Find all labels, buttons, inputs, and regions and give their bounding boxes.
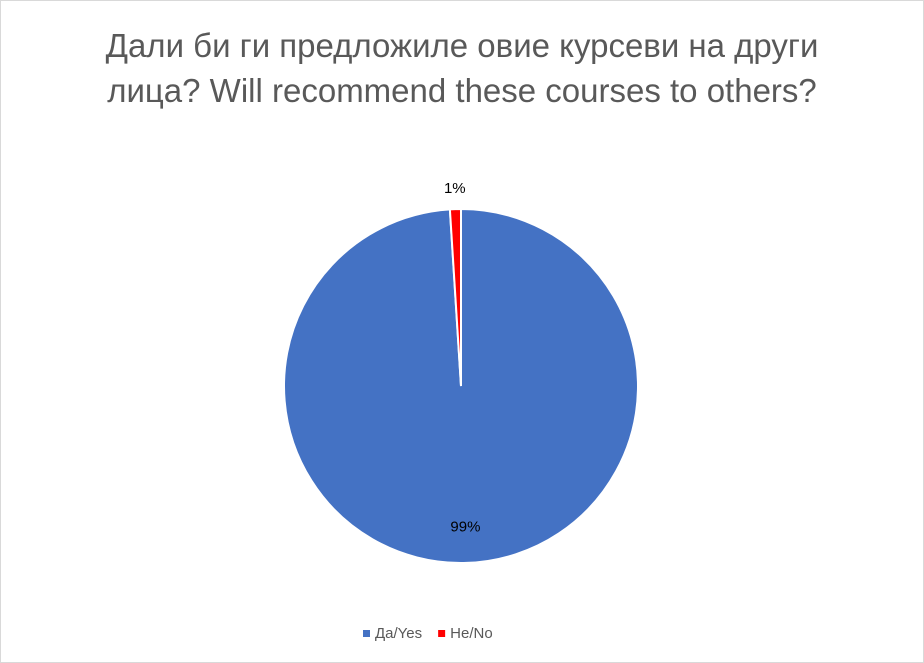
data-label: 1% [444, 180, 466, 197]
legend-label: Да/Yes [375, 625, 422, 642]
pie-slice [448, 207, 462, 387]
legend-marker [438, 630, 446, 637]
chart-title: Дали би ги предложиле овие курсеви на др… [105, 27, 819, 109]
legend-label: Не/No [450, 625, 493, 642]
legend-marker [363, 630, 370, 637]
data-label: 99% [450, 518, 480, 535]
